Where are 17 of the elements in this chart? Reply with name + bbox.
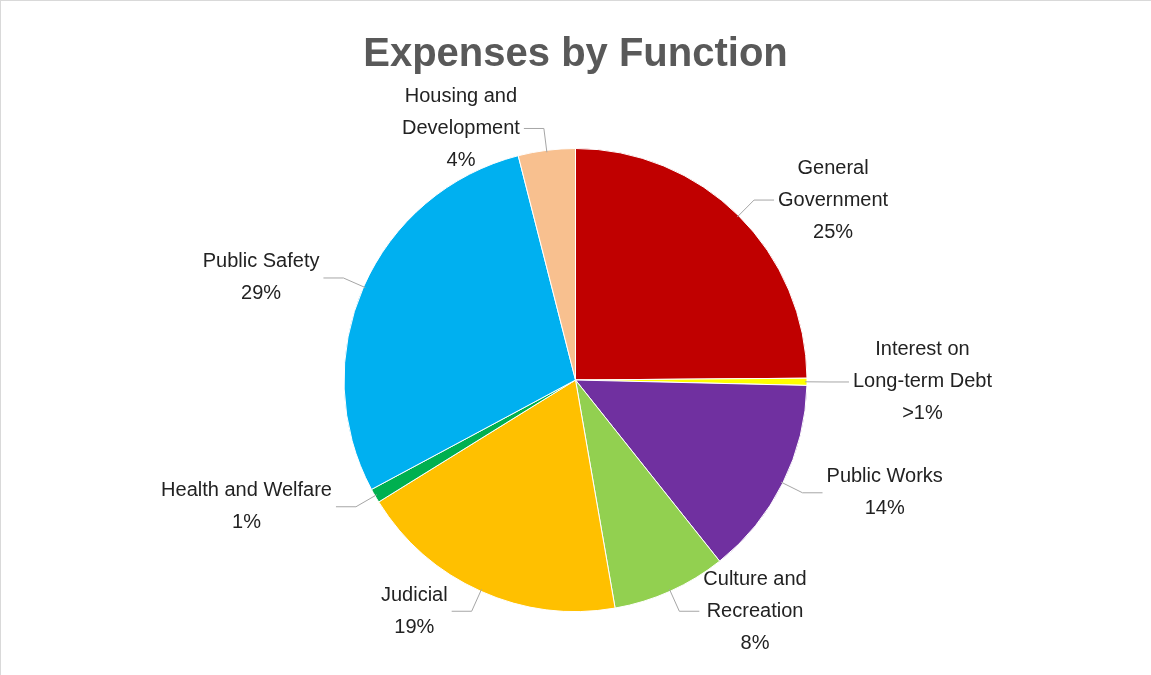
- data-label: 29%: [241, 281, 282, 304]
- slice-label: Culture and Recreation: [703, 566, 807, 621]
- data-label: 25%: [813, 219, 854, 242]
- slice-label: Judicial: [380, 582, 448, 605]
- slice-label: Health and Welfare: [161, 478, 332, 501]
- slice-label: Interest on Long-term Debt: [852, 337, 993, 392]
- chart-title: Expenses by Function: [363, 30, 788, 75]
- slice-label: Public Safety: [202, 249, 320, 272]
- data-label: 14%: [864, 496, 905, 519]
- data-label: 1%: [232, 510, 262, 533]
- slice-label: Housing and Development: [402, 83, 521, 138]
- data-label: 8%: [740, 630, 770, 653]
- data-label: 19%: [394, 614, 435, 637]
- slice-label: General Government: [778, 155, 889, 210]
- data-label: >1%: [902, 401, 943, 424]
- data-label: 4%: [446, 147, 476, 170]
- slice-label: Public Works: [826, 464, 943, 487]
